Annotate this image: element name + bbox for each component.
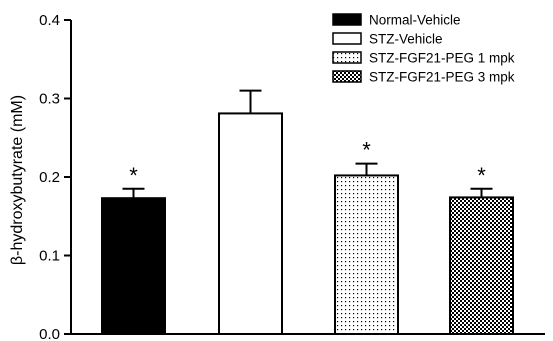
- bar-3: [334, 174, 399, 335]
- bar-4: [449, 196, 514, 335]
- significance-marker: *: [477, 163, 486, 188]
- bars: * * *: [101, 89, 514, 336]
- legend: Normal-Vehicle STZ-Vehicle STZ-FGF21-PEG 1…: [332, 13, 515, 85]
- legend-label: Normal-Vehicle: [369, 13, 461, 28]
- legend-swatch: [332, 51, 362, 64]
- significance-marker: *: [129, 163, 138, 188]
- significance-marker: *: [362, 138, 371, 163]
- legend-swatch: [332, 70, 362, 83]
- y-tick-label: 0.3: [39, 91, 60, 108]
- legend-swatch: [332, 32, 362, 45]
- y-tick-label: 0.1: [39, 248, 60, 265]
- y-tick-label: 0.0: [39, 326, 60, 341]
- y-tick-label: 0.2: [39, 169, 60, 186]
- legend-label: STZ-FGF21-PEG 3 mpk: [369, 70, 515, 85]
- legend-label: STZ-FGF21-PEG 1 mpk: [369, 51, 515, 66]
- legend-swatch: [332, 13, 362, 26]
- y-tick-label: 0.4: [39, 12, 60, 29]
- legend-label: STZ-Vehicle: [369, 32, 443, 47]
- y-axis-title: β-hydroxybutyrate (mM): [9, 95, 26, 265]
- bar-2: [218, 112, 283, 336]
- bar-1: [101, 197, 166, 335]
